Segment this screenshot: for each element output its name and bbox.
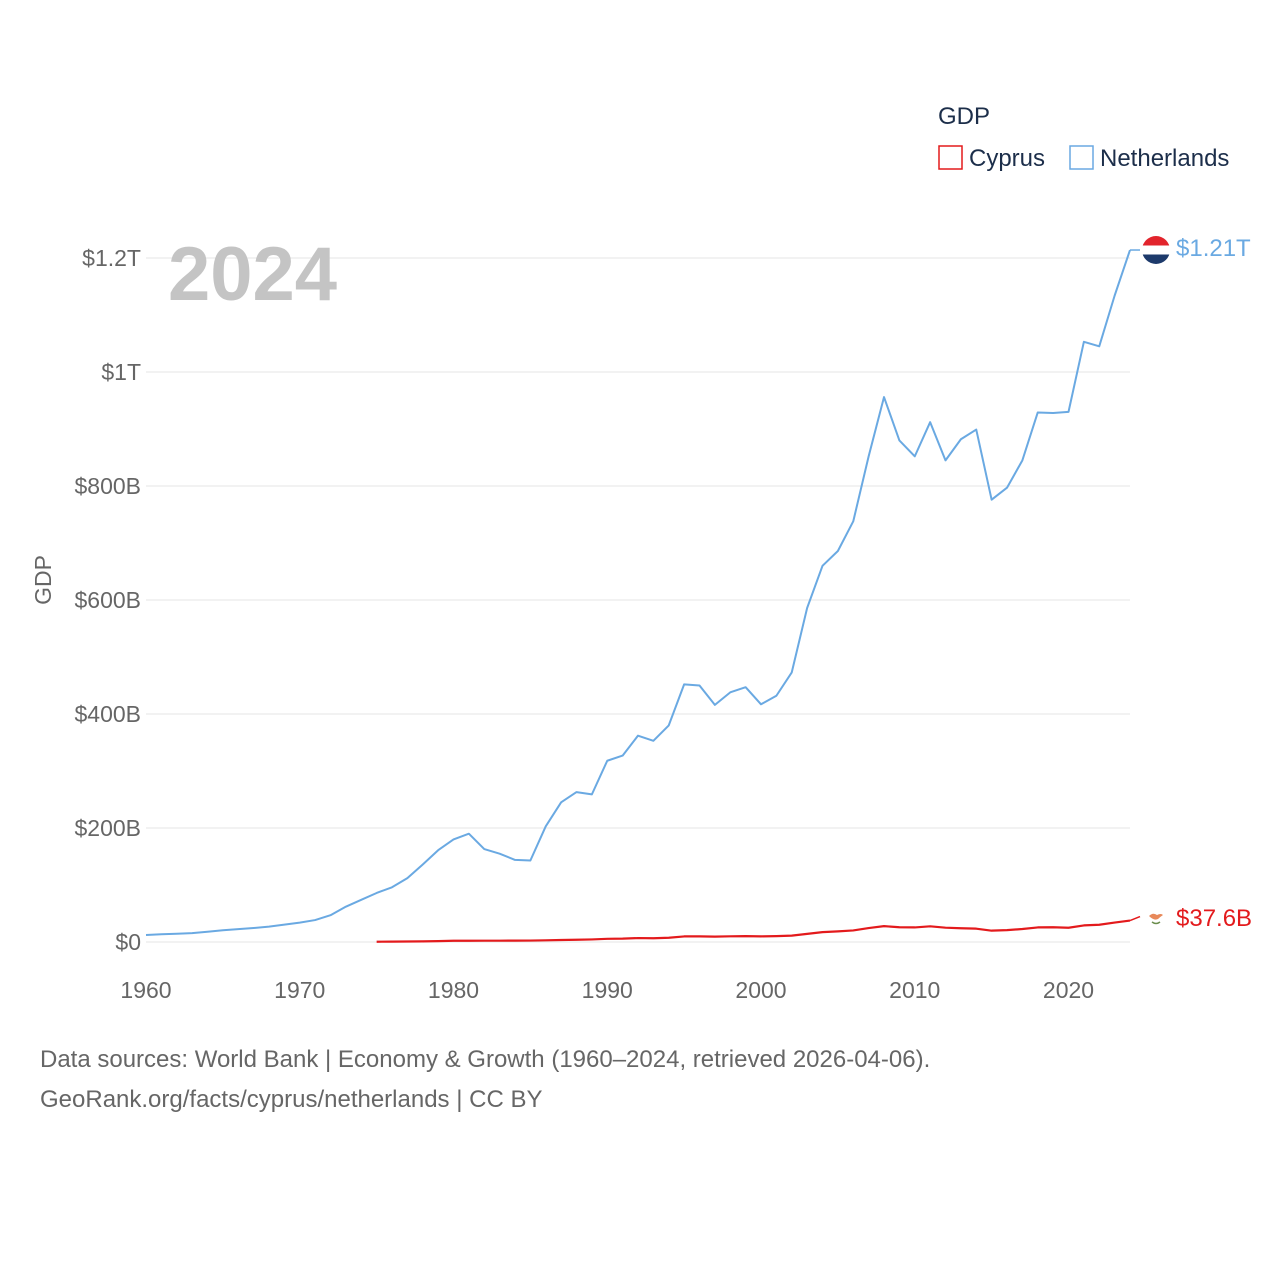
legend-label-cyprus: Cyprus: [969, 145, 1045, 172]
legend-item-netherlands[interactable]: Netherlands: [1069, 145, 1229, 172]
y-tick-label: $1T: [101, 359, 141, 385]
gridlines: [146, 257, 1130, 943]
footer-attribution-line: GeoRank.org/facts/cyprus/netherlands | C…: [40, 1086, 543, 1113]
cyprus-flag-icon: [1147, 909, 1165, 927]
legend-swatch-netherlands: [1069, 145, 1094, 170]
netherlands-flag-icon: [1142, 236, 1170, 264]
y-axis-title: GDP: [30, 555, 56, 605]
y-tick-label: $0: [115, 929, 141, 955]
legend-item-cyprus[interactable]: Cyprus: [938, 145, 1045, 172]
x-tick-label: 1980: [428, 977, 479, 1003]
y-tick-label: $400B: [74, 701, 141, 727]
footer-source: Data sources: World Bank | Economy & Gro…: [40, 1040, 930, 1120]
x-axis-ticks: 1960 1970 1980 1990 2000 2010 2020: [120, 977, 1094, 1003]
gdp-line-chart: $0$200B$400B$600B$800B$1T$1.2T 1960 1970 1…: [30, 103, 1252, 1003]
footer-sources-line: Data sources: World Bank | Economy & Gro…: [40, 1046, 931, 1073]
legend-label-netherlands: Netherlands: [1100, 145, 1229, 172]
end-label-cyprus: $37.6B: [1176, 905, 1252, 932]
x-tick-label: 1970: [274, 977, 325, 1003]
y-tick-label: $200B: [74, 815, 141, 841]
y-axis-ticks: $0 $200B $400B $600B $800B $1T $1.2T: [74, 245, 141, 955]
y-tick-label: $600B: [74, 587, 141, 613]
legend-swatch-cyprus: [938, 145, 963, 170]
series-line-netherlands[interactable]: [145, 249, 1131, 936]
x-tick-label: 1990: [582, 977, 633, 1003]
y-tick-label: $1.2T: [82, 245, 141, 271]
legend[interactable]: GDP Cyprus Netherlands: [938, 103, 1229, 172]
end-label-netherlands: $1.21T: [1176, 235, 1251, 262]
end-connector-cyprus: [1129, 915, 1141, 922]
x-tick-label: 2000: [735, 977, 786, 1003]
y-tick-label: $800B: [74, 473, 141, 499]
legend-title: GDP: [938, 103, 990, 130]
series-lines: [145, 249, 1141, 943]
series-line-cyprus[interactable]: [376, 919, 1131, 943]
x-tick-label: 1960: [120, 977, 171, 1003]
x-tick-label: 2020: [1043, 977, 1094, 1003]
x-tick-label: 2010: [889, 977, 940, 1003]
year-label: 2024: [168, 232, 337, 317]
